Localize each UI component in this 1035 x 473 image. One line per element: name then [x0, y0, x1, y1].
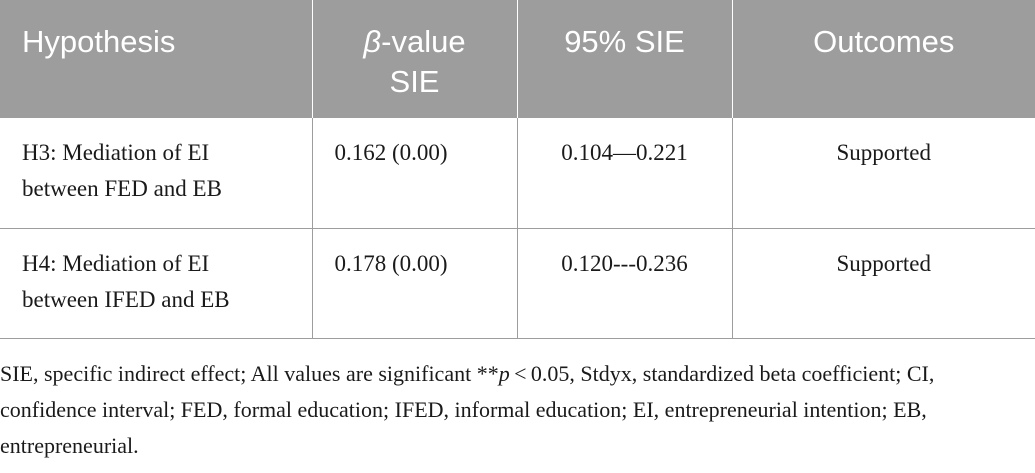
table-header: Hypothesis β-value SIE 95% SIE Outcomes — [0, 0, 1035, 118]
hypothesis-line2: between FED and EB — [22, 176, 222, 201]
footnote-part2: < 0.05, Stdyx, standardized beta coeffic… — [0, 361, 935, 458]
table-row: H4: Mediation of EI between IFED and EB … — [0, 228, 1035, 338]
cell-outcome: Supported — [731, 118, 1035, 228]
header-outcomes: Outcomes — [731, 0, 1035, 118]
hypothesis-line2: between IFED and EB — [22, 286, 230, 312]
cell-outcome: Supported — [731, 228, 1035, 338]
results-table: Hypothesis β-value SIE 95% SIE Outcomes … — [0, 0, 1035, 338]
cell-beta: 0.162 (0.00) — [311, 118, 517, 228]
header-hypothesis: Hypothesis — [22, 24, 176, 59]
cell-ci: 0.104—0.221 — [516, 118, 732, 228]
table-footnote: SIE, specific indirect effect; All value… — [0, 356, 1030, 464]
beta-line2: SIE — [389, 64, 440, 99]
hypothesis-line1: H3: Mediation of EI — [22, 140, 210, 165]
header-ci: 95% SIE — [516, 0, 732, 118]
header-beta-value: β-value SIE — [311, 0, 517, 118]
table-body: H3: Mediation of EI between FED and EB 0… — [0, 118, 1035, 338]
header-row: Hypothesis β-value SIE 95% SIE Outcomes — [0, 0, 1035, 118]
hypothesis-line1: H4: Mediation of EI — [22, 250, 210, 276]
cell-hypothesis: H3: Mediation of EI between FED and EB — [0, 118, 312, 228]
p-symbol: p — [498, 361, 510, 386]
cell-beta: 0.178 (0.00) — [311, 228, 517, 338]
beta-symbol: β — [363, 24, 382, 59]
footnote-text: SIE, specific indirect effect; All value… — [0, 356, 1030, 464]
cell-ci: 0.120---0.236 — [516, 228, 732, 338]
footnote-part1: SIE, specific indirect effect; All value… — [0, 361, 499, 386]
cell-hypothesis: H4: Mediation of EI between IFED and EB — [0, 228, 312, 338]
beta-suffix: -value — [381, 24, 466, 59]
table-row: H3: Mediation of EI between FED and EB 0… — [0, 118, 1035, 228]
